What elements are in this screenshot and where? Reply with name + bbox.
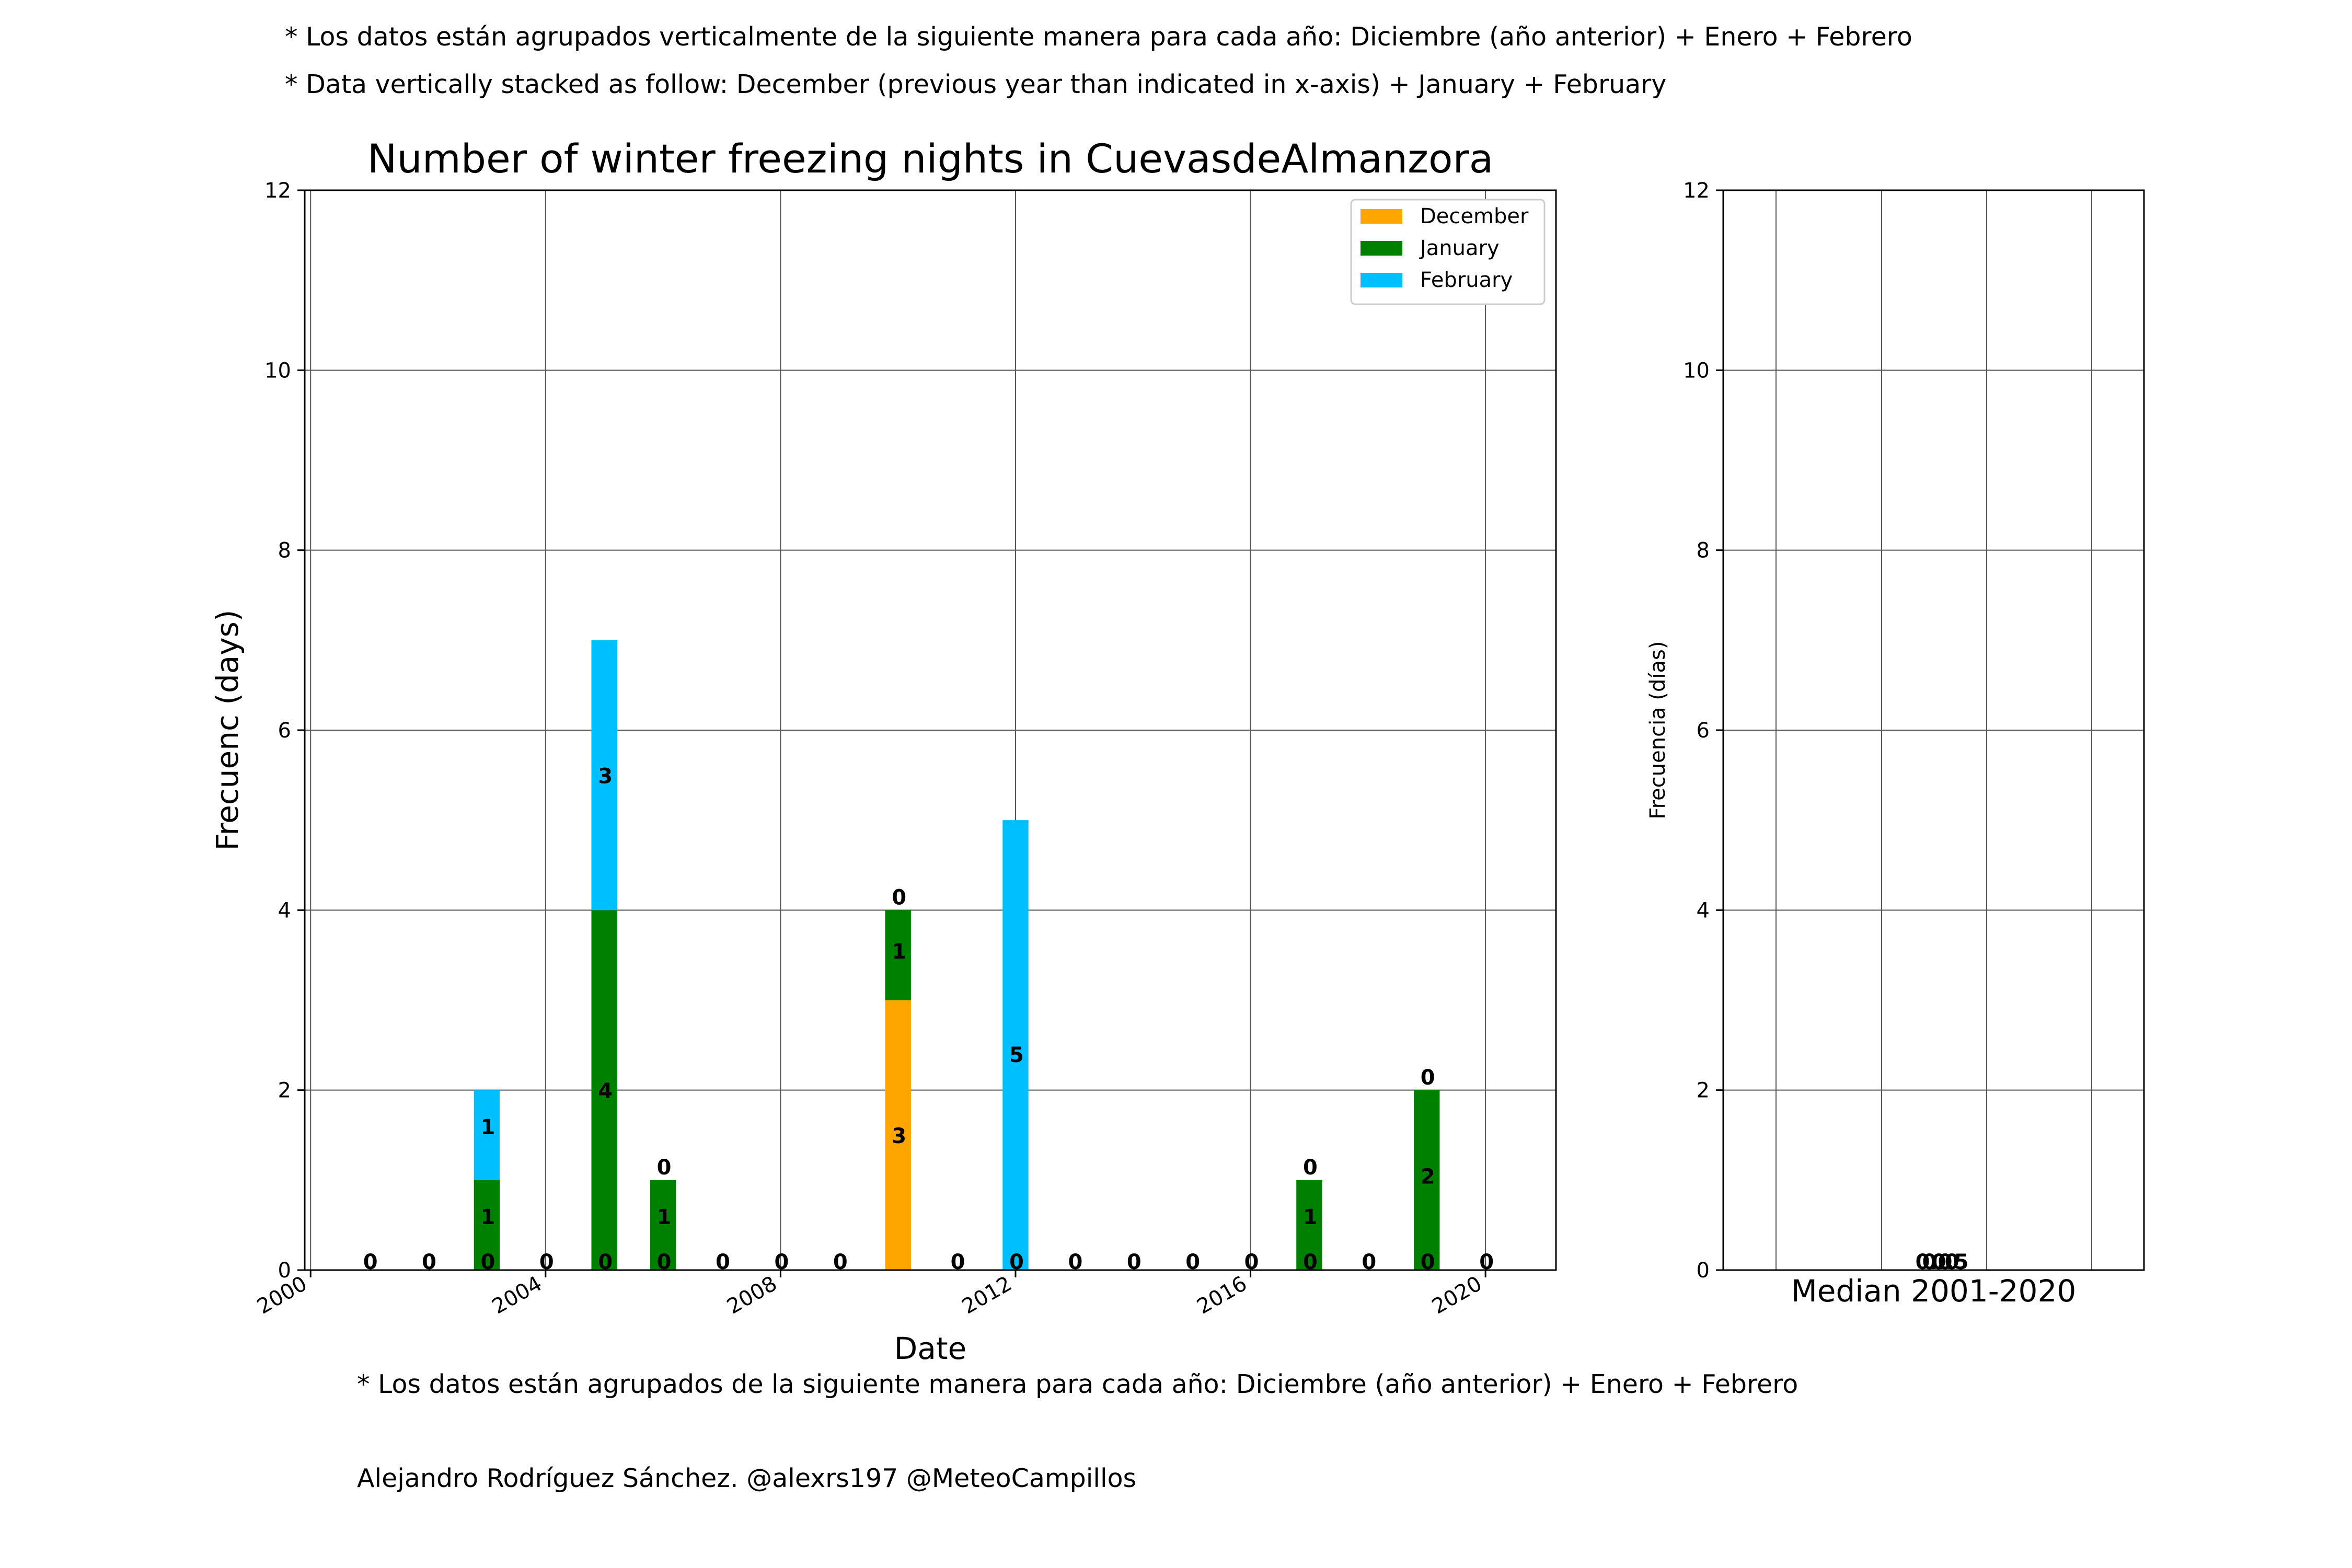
- legend-swatch-december: [1361, 209, 1402, 224]
- data-label: 0: [1421, 1066, 1435, 1090]
- y-tick-label: 0: [1697, 1259, 1710, 1283]
- y-tick-label: 8: [278, 539, 291, 563]
- median-data-label: 0.0: [1916, 1250, 1953, 1274]
- data-label: 4: [598, 1079, 613, 1103]
- bar-january: [650, 1180, 676, 1270]
- legend-swatch-february: [1361, 273, 1402, 287]
- x-tick-label: 2004: [488, 1272, 546, 1319]
- y-tick-label: 2: [1697, 1079, 1710, 1103]
- x-tick-label: 2008: [723, 1272, 781, 1319]
- y-tick-label: 12: [264, 179, 291, 203]
- data-label: 1: [481, 1205, 495, 1229]
- bar-december: [885, 1000, 911, 1270]
- y-tick-label: 10: [1683, 359, 1710, 383]
- data-label: 3: [892, 1124, 906, 1148]
- note-top-en: * Data vertically stacked as follow: Dec…: [285, 70, 1667, 99]
- y-tick-label: 0: [278, 1259, 291, 1283]
- data-label: 0: [892, 886, 906, 910]
- y-tick-label: 12: [1683, 179, 1710, 203]
- y-tick-label: 8: [1697, 539, 1710, 563]
- legend-label-december: December: [1420, 204, 1529, 228]
- bar-february: [591, 640, 617, 910]
- median-x-label: Median 2001-2020: [1791, 1273, 2077, 1309]
- bar-february: [1002, 820, 1029, 1270]
- x-tick-label: 2020: [1428, 1272, 1486, 1319]
- data-label: 0: [657, 1156, 672, 1180]
- median-data-label: 0.5: [1932, 1250, 1969, 1274]
- median-data-label: 0.0: [1922, 1250, 1959, 1274]
- bar-january: [1296, 1180, 1322, 1270]
- note-bottom-es: * Los datos están agrupados de la siguie…: [357, 1369, 1798, 1399]
- chart-title: Number of winter freezing nights in Cuev…: [367, 135, 1494, 182]
- data-label: 3: [598, 764, 613, 788]
- credit-text: Alejandro Rodríguez Sánchez. @alexrs197 …: [357, 1463, 1137, 1493]
- bar-january: [474, 1180, 500, 1270]
- legend-swatch-january: [1361, 241, 1402, 256]
- bar-february: [474, 1090, 500, 1180]
- data-label: 2: [1421, 1165, 1435, 1189]
- y-tick-label: 6: [1697, 719, 1710, 743]
- x-axis-label: Date: [894, 1331, 967, 1366]
- bar-january: [591, 910, 617, 1270]
- x-tick-label: 2016: [1193, 1272, 1251, 1319]
- y-tick-label: 4: [1697, 898, 1710, 923]
- y-tick-label: 4: [278, 898, 291, 923]
- bar-january: [1414, 1090, 1440, 1270]
- note-top-es: * Los datos están agrupados verticalment…: [285, 22, 1912, 52]
- data-label: 5: [1009, 1043, 1024, 1067]
- data-label: 1: [1303, 1205, 1318, 1229]
- y-tick-label: 6: [278, 719, 291, 743]
- median-y-axis-label: Frecuencia (días): [1646, 641, 1670, 820]
- bar-january: [885, 910, 911, 1000]
- data-label: 1: [892, 940, 906, 964]
- y-axis-label: Frecuenc (days): [210, 610, 245, 851]
- data-label: 1: [657, 1205, 672, 1229]
- data-label: 1: [481, 1115, 495, 1139]
- legend-label-january: January: [1419, 236, 1500, 260]
- y-tick-label: 2: [278, 1079, 291, 1103]
- y-tick-label: 10: [264, 359, 291, 383]
- data-label: 0: [1303, 1156, 1318, 1180]
- legend-label-february: February: [1420, 268, 1513, 292]
- x-tick-label: 2012: [958, 1272, 1016, 1319]
